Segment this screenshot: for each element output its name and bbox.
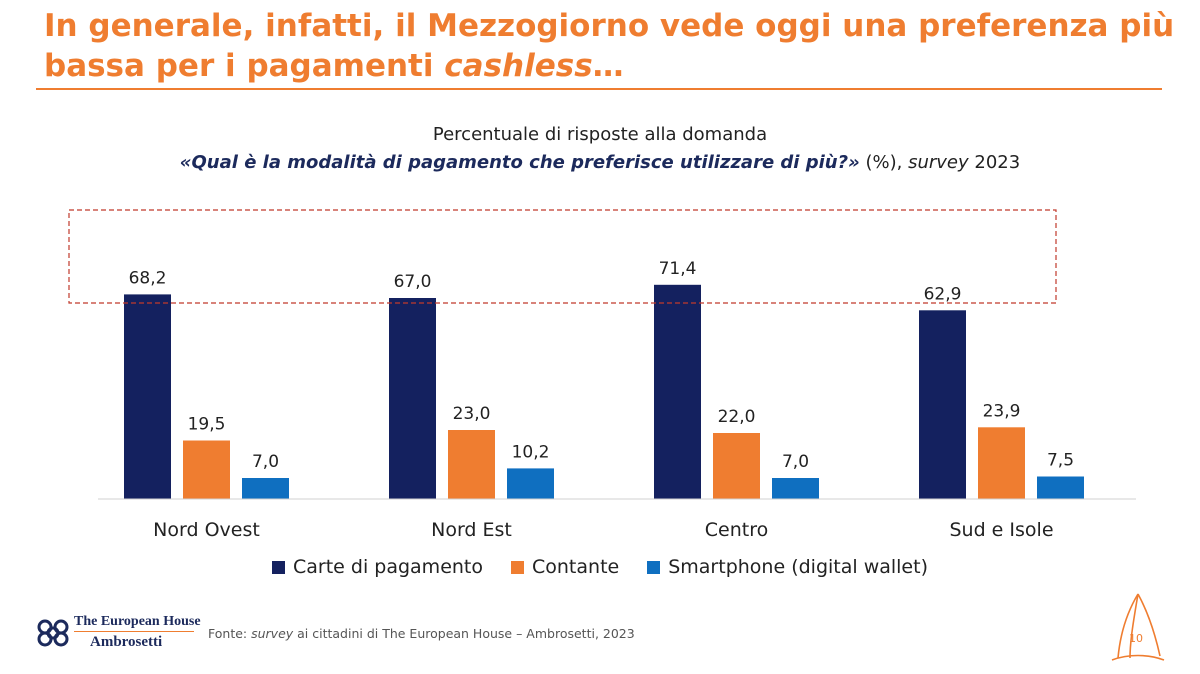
bar-smartphone-digital-wallet-nord-ovest — [242, 478, 289, 499]
category-label-centro: Centro — [705, 519, 768, 541]
value-label-contante-nord-est: 23,0 — [453, 404, 491, 424]
bar-carte-di-pagamento-nord-ovest — [124, 294, 171, 499]
bar-smartphone-digital-wallet-centro — [772, 478, 819, 499]
legend-swatch-smartphone — [647, 560, 661, 574]
highlight-box — [68, 209, 1057, 304]
legend-swatch-contante — [511, 560, 524, 574]
chart-subtitle: Percentuale di risposte alla domanda — [432, 124, 768, 145]
logo-knot-icon — [37, 619, 69, 647]
bar-smartphone-digital-wallet-sud-e-isole — [1037, 476, 1084, 499]
source-note: Fonte: survey ai cittadini di The Europe… — [208, 626, 635, 641]
bar-contante-sud-e-isole — [978, 427, 1025, 499]
value-label-smartphone-digital-wallet-centro: 7,0 — [782, 452, 809, 472]
bar-carte-di-pagamento-sud-e-isole — [919, 310, 966, 499]
page-number: 10 — [1129, 632, 1143, 645]
value-label-smartphone-digital-wallet-nord-ovest: 7,0 — [252, 452, 279, 472]
bar-carte-di-pagamento-centro — [654, 284, 701, 499]
sail-icon — [1111, 593, 1165, 661]
bar-carte-di-pagamento-nord-est — [389, 298, 436, 499]
value-label-smartphone-digital-wallet-sud-e-isole: 7,5 — [1047, 451, 1074, 471]
legend-item-carte: Carte di pagamento — [272, 556, 483, 578]
legend-item-contante: Contante — [511, 556, 619, 578]
value-label-contante-centro: 22,0 — [718, 407, 756, 427]
legend-item-smartphone: Smartphone (digital wallet) — [647, 556, 928, 578]
title-divider — [36, 88, 1162, 90]
value-label-contante-nord-ovest: 19,5 — [188, 415, 226, 435]
ambrosetti-logo: The European House Ambrosetti — [36, 614, 206, 654]
logo-divider — [74, 631, 194, 632]
value-label-carte-di-pagamento-nord-est: 67,0 — [394, 272, 432, 292]
logo-text-line1: The European House — [74, 614, 201, 629]
bar-contante-nord-ovest — [183, 440, 230, 499]
bar-chart: 68,2 19,5 7,0 Nord Ovest 67,0 23,0 10,2 Nord Es… — [68, 209, 1136, 541]
chart-legend: Carte di pagamento Contante Smartphone (… — [0, 556, 1200, 578]
logo-text-line2: Ambrosetti — [90, 634, 163, 650]
bar-smartphone-digital-wallet-nord-est — [507, 468, 554, 499]
slide-title: In generale, infatti, il Mezzogiorno ved… — [44, 8, 1175, 84]
legend-label-contante: Contante — [532, 556, 620, 578]
legend-label-smartphone: Smartphone (digital wallet) — [668, 556, 928, 578]
legend-swatch-carte — [272, 560, 285, 574]
value-label-smartphone-digital-wallet-nord-est: 10,2 — [512, 442, 550, 462]
bar-contante-centro — [713, 433, 760, 499]
category-label-nord-est: Nord Est — [431, 519, 512, 541]
value-label-contante-sud-e-isole: 23,9 — [983, 401, 1021, 421]
legend-label-carte: Carte di pagamento — [293, 556, 483, 578]
value-label-carte-di-pagamento-nord-ovest: 68,2 — [129, 268, 167, 288]
category-label-nord-ovest: Nord Ovest — [153, 519, 260, 541]
value-label-carte-di-pagamento-sud-e-isole: 62,9 — [924, 284, 962, 304]
bar-contante-nord-est — [448, 430, 495, 499]
chart-question: «Qual è la modalità di pagamento che pre… — [179, 152, 1021, 173]
category-label-sud-e-isole: Sud e Isole — [949, 519, 1053, 541]
value-label-carte-di-pagamento-centro: 71,4 — [659, 259, 697, 279]
